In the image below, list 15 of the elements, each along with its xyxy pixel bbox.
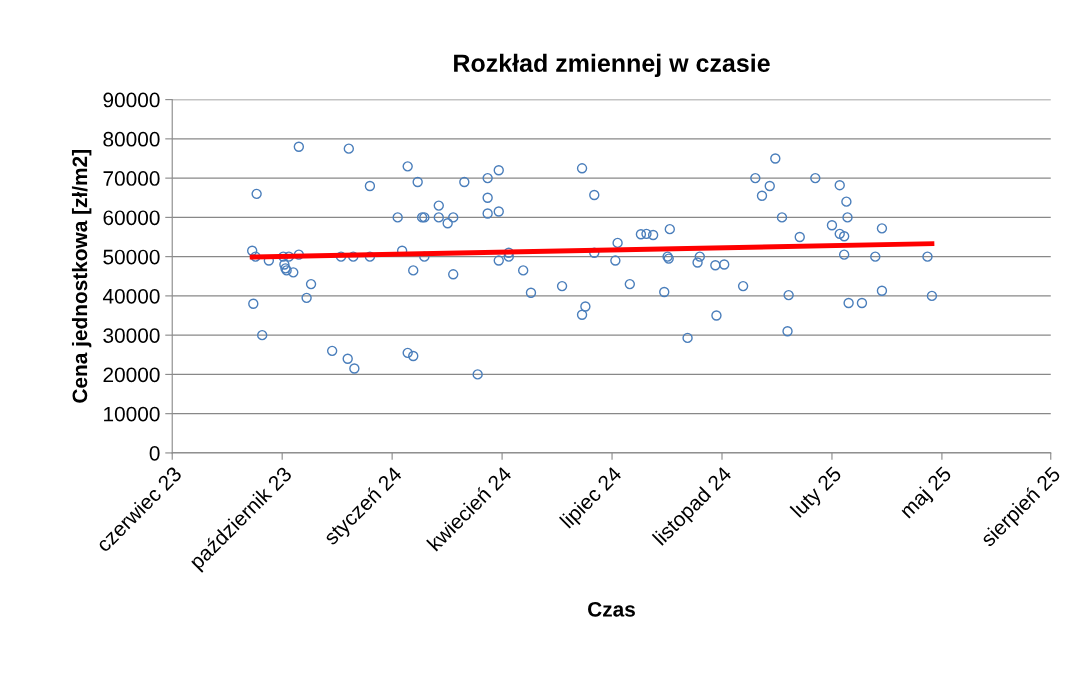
y-tick-label: 40000 — [102, 288, 160, 304]
y-tick-label: 30000 — [103, 328, 160, 343]
x-tick-label: maj 25 — [898, 465, 956, 522]
y-axis-title: Cena jednostkowa [zł/m2] — [71, 150, 92, 403]
y-tick-label: 0 — [149, 445, 160, 461]
y-tick-label: 60000 — [103, 210, 160, 226]
y-tick-label: 70000 — [103, 171, 160, 186]
chart-title: Rozkład zmiennej w czasie — [454, 53, 770, 78]
x-tick-label: luty 25 — [789, 465, 846, 521]
y-tick-label: 90000 — [103, 92, 160, 108]
x-axis-title: Czas — [588, 601, 635, 617]
y-tick-label: 80000 — [103, 131, 160, 147]
y-tick-label: 20000 — [103, 367, 160, 383]
y-tick-label: 50000 — [103, 249, 160, 265]
y-tick-label: 10000 — [104, 406, 160, 422]
